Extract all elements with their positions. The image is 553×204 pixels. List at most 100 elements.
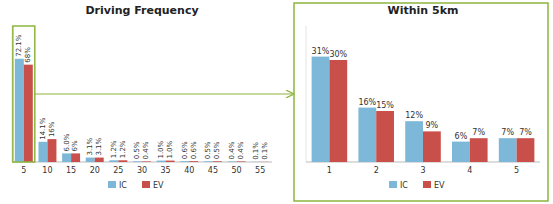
- x-tick-label: 2: [374, 166, 379, 175]
- bar: [260, 161, 269, 162]
- legend-label: IC: [119, 181, 127, 190]
- data-label: 14.1%: [39, 117, 47, 140]
- x-tick-label: 5: [21, 166, 26, 175]
- highlight-border: [294, 3, 548, 201]
- data-label: 12%: [405, 111, 423, 120]
- data-label: 1.0%: [166, 140, 174, 158]
- bar: [228, 161, 237, 162]
- data-label: 0.5%: [204, 141, 212, 159]
- bar: [376, 111, 394, 162]
- data-label: 6.0%: [63, 133, 71, 151]
- bar: [213, 161, 222, 162]
- data-label: 6%: [455, 132, 468, 141]
- data-labels: 72.1%68%14.1%16%6.0%6%3.1%3.1%1.2%1.2%0.…: [15, 34, 268, 160]
- highlight-arrow: [35, 93, 293, 94]
- data-label: 1.2%: [119, 140, 127, 158]
- x-tick-label: 3: [420, 166, 425, 175]
- bar: [47, 139, 56, 162]
- legend-swatch: [423, 181, 431, 188]
- bar: [15, 59, 24, 162]
- data-label: 68%: [24, 47, 32, 63]
- bar: [62, 153, 71, 162]
- data-label: 0.4%: [142, 141, 150, 159]
- data-label: 0.6%: [181, 141, 189, 159]
- highlight-box: [13, 26, 35, 162]
- bar: [86, 158, 95, 162]
- bars: [15, 59, 269, 162]
- legend-swatch: [142, 181, 150, 188]
- bar: [180, 161, 189, 162]
- x-tick-label: 45: [208, 166, 218, 175]
- figure: Driving Frequency72.1%68%14.1%16%6.0%6%3…: [0, 0, 553, 204]
- data-label: 15%: [376, 101, 394, 110]
- chart: Within 5km 31%30% 16%15% 12%9% 6% 7% 7% 7% 1 2 3 4 5…: [306, 4, 540, 190]
- bar: [109, 160, 118, 162]
- x-tick-label: 1: [327, 166, 332, 175]
- data-label: 1.0%: [157, 140, 165, 158]
- x-tick-label: 30: [137, 166, 147, 175]
- legend-label: EV: [434, 181, 445, 190]
- bar: [118, 160, 127, 162]
- legend-swatch: [389, 181, 397, 188]
- title: Driving Frequency: [85, 4, 198, 17]
- chart: Driving Frequency 72.1%68% 14.1%16% 6.0%6% 3…: [12, 4, 272, 190]
- x-tick-label: 4: [467, 166, 472, 175]
- data-label: 16%: [48, 121, 56, 137]
- bar: [189, 161, 198, 162]
- data-label: 9%: [426, 121, 439, 130]
- data-label: 0.4%: [237, 141, 245, 159]
- legend: IC EV: [389, 181, 445, 190]
- data-label: 0.5%: [213, 141, 221, 159]
- bar: [405, 121, 423, 162]
- bar: [142, 161, 151, 162]
- data-label: 6%: [71, 140, 79, 151]
- y-axis-line: [306, 26, 307, 162]
- bar: [38, 142, 47, 162]
- bar: [157, 161, 166, 162]
- bar: [71, 153, 80, 162]
- bars: [312, 57, 535, 162]
- data-label: 1.2%: [110, 140, 118, 158]
- data-label: 31%: [312, 47, 330, 56]
- bar: [95, 158, 104, 162]
- bar: [251, 161, 260, 162]
- bar: [166, 161, 175, 162]
- bar: [517, 138, 535, 162]
- data-label: 7%: [501, 128, 514, 137]
- legend-label: EV: [153, 181, 164, 190]
- legend-label: IC: [400, 181, 408, 190]
- legend-swatch: [108, 181, 116, 188]
- data-label: 0.4%: [228, 141, 236, 159]
- bar: [133, 161, 142, 162]
- x-tick-label: 50: [231, 166, 241, 175]
- data-label: 3.1%: [95, 137, 103, 155]
- bar: [470, 138, 488, 162]
- x-tick-label: 5: [514, 166, 519, 175]
- x-tick-label: 55: [255, 166, 265, 175]
- bar: [452, 142, 470, 162]
- data-label: 72.1%: [15, 34, 23, 57]
- bar: [499, 138, 517, 162]
- data-label: 7%: [472, 128, 485, 137]
- data-label: 0.1%: [261, 142, 269, 160]
- data-label: 7%: [519, 128, 532, 137]
- data-label: 0.1%: [252, 142, 260, 160]
- x-tick-label: 35: [161, 166, 171, 175]
- title: Within 5km: [388, 4, 459, 17]
- data-labels: 31%30% 16%15% 12%9% 6% 7% 7% 7%: [312, 47, 533, 141]
- bar: [237, 161, 246, 162]
- bar: [423, 131, 441, 162]
- legend: IC EV: [108, 181, 164, 190]
- x-tick-label: 40: [184, 166, 194, 175]
- data-label: 0.6%: [190, 141, 198, 159]
- data-label: 16%: [358, 98, 376, 107]
- x-tick-label: 20: [90, 166, 100, 175]
- bar: [312, 57, 330, 162]
- bar: [358, 108, 376, 162]
- bar: [329, 60, 347, 162]
- bar: [204, 161, 213, 162]
- bar: [24, 65, 33, 162]
- data-label: 30%: [329, 50, 347, 59]
- x-tick-label: 15: [66, 166, 76, 175]
- data-label: 0.5%: [133, 141, 141, 159]
